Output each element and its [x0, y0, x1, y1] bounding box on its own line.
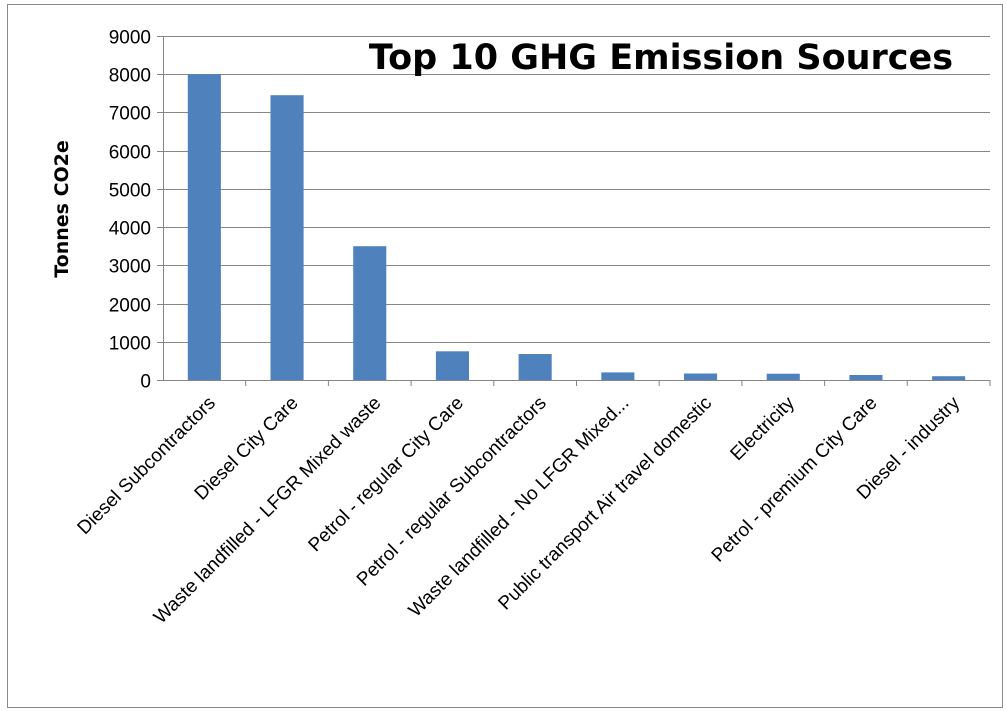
y-tick-label: 0 [140, 372, 151, 393]
bar [601, 372, 635, 380]
bar [849, 375, 883, 380]
y-tick-label: 5000 [109, 181, 151, 202]
axes [163, 36, 990, 381]
x-category-label: Petrol - regular City Care [305, 393, 468, 556]
y-tick-label: 2000 [109, 296, 151, 317]
y-tick-label: 7000 [109, 104, 151, 125]
bars [187, 74, 966, 380]
x-category-label: Petrol - premium City Care [708, 393, 882, 567]
bar [684, 373, 718, 380]
y-axis-title: Tonnes CO2e [51, 140, 73, 278]
bar [932, 376, 966, 380]
bar [435, 351, 469, 380]
y-tick-label: 4000 [109, 219, 151, 240]
y-tick-label: 3000 [109, 257, 151, 278]
y-tick-label: 1000 [109, 334, 151, 355]
y-tick-label: 8000 [109, 66, 151, 87]
y-tick-label: 9000 [109, 28, 151, 49]
y-tick-labels: 0 1000 2000 3000 4000 5000 6000 7000 8000 9000 [109, 28, 151, 393]
bar [518, 354, 552, 380]
x-category-label: Electricity [727, 392, 800, 465]
bar [766, 373, 800, 380]
chart-title: Top 10 GHG Emission Sources [369, 38, 953, 78]
y-tick-label: 6000 [109, 143, 151, 164]
bar [187, 74, 221, 380]
x-category-label: Diesel Subcontractors [74, 393, 220, 539]
bar [270, 95, 304, 380]
bar [353, 246, 387, 380]
chart-frame [7, 4, 1003, 708]
